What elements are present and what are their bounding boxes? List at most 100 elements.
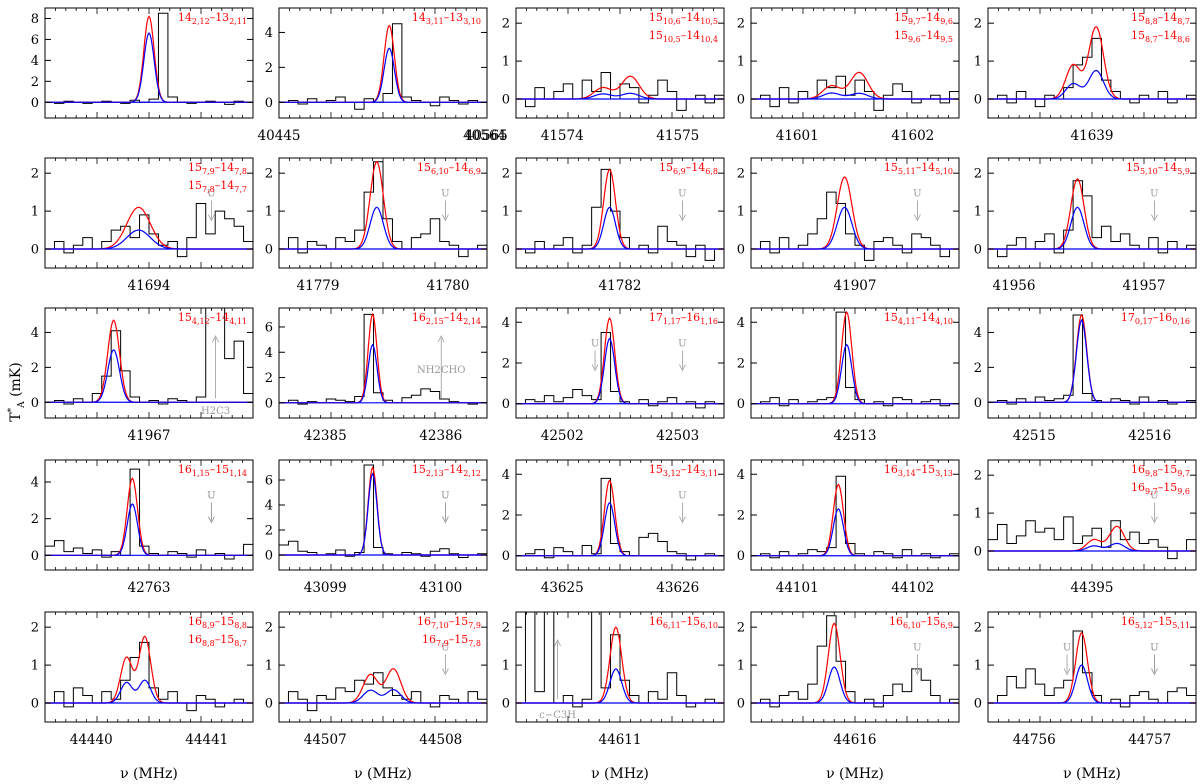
y-tick-label: 4 xyxy=(31,326,39,341)
y-tick-label: 2 xyxy=(737,621,745,636)
annotation-marker: U xyxy=(591,339,599,372)
y-tick-label: 4 xyxy=(737,468,745,483)
x-tick-label: 44507 xyxy=(304,732,347,748)
annotation-marker: U xyxy=(1150,189,1159,222)
observed-spectrum xyxy=(751,311,959,407)
model-species-curve xyxy=(279,472,487,556)
y-tick-label: 2 xyxy=(31,361,39,376)
spectrum-panel: U 0 1 2 156,9–146,8 41782 xyxy=(502,157,725,294)
transition-label: 159,7–149,6 xyxy=(894,11,953,26)
y-tick-label: 4 xyxy=(265,26,273,41)
x-tick-label: 41694 xyxy=(128,278,171,294)
unidentified-label: U xyxy=(441,189,449,200)
spectrum-panel: NH2CHO 0 2 4 6 162,15–142,14 42385 42386 xyxy=(265,307,488,444)
unidentified-label: U xyxy=(441,491,449,502)
model-total-curve xyxy=(279,465,487,556)
x-tick-label: 42386 xyxy=(419,428,462,444)
observed-spectrum xyxy=(988,180,1196,258)
model-species-curve xyxy=(751,666,959,704)
model-species-curve xyxy=(279,47,487,103)
transition-label: 155,11–145,10 xyxy=(884,161,953,176)
y-tick-label: 2 xyxy=(974,469,982,484)
x-tick-label: 42502 xyxy=(541,428,584,444)
unidentified-label: U xyxy=(1150,643,1158,654)
transition-label: 169,7–159,6 xyxy=(1131,481,1190,496)
x-tick-label: 41780 xyxy=(427,278,470,294)
model-species-curve xyxy=(45,503,253,556)
model-species-curve xyxy=(751,343,959,405)
transition-label: 163,14–153,13 xyxy=(884,463,953,478)
observed-spectrum xyxy=(279,464,487,558)
y-tick-label: 0 xyxy=(502,397,510,412)
annotation-marker: U xyxy=(1150,491,1159,524)
unidentified-label: U xyxy=(678,339,686,350)
x-tick-label: 42503 xyxy=(656,428,699,444)
panel-frame xyxy=(750,611,960,723)
y-tick-label: 1 xyxy=(31,205,39,220)
spectrum-panel: 0 2 4 6 8 142,12–132,11 xyxy=(31,7,254,119)
y-tick-label: 1 xyxy=(974,55,982,70)
annotation-marker: U xyxy=(1063,643,1071,676)
x-tick-label: 40564 xyxy=(463,128,506,144)
panel-frame xyxy=(987,7,1197,119)
annotation-marker: NH2CHO xyxy=(417,335,465,399)
model-species-curve xyxy=(516,206,724,250)
observed-spectrum xyxy=(516,168,724,261)
transition-label: 166,10–156,9 xyxy=(889,615,953,630)
y-tick-label: 0 xyxy=(31,697,39,712)
x-tick-label: 41957 xyxy=(1123,278,1166,294)
y-tick-label: 0 xyxy=(31,96,39,111)
transition-label: 159,6–149,5 xyxy=(894,29,953,44)
model-species-curve xyxy=(516,92,724,100)
transition-label: 156,10–146,9 xyxy=(417,161,481,176)
annotation-marker: U xyxy=(913,643,922,676)
transition-label: 168,9–158,8 xyxy=(188,615,247,630)
model-total-curve xyxy=(516,479,724,557)
x-axis-title: ν (MHz) xyxy=(354,766,412,782)
panel-frame xyxy=(278,611,488,723)
y-tick-label: 6 xyxy=(265,474,273,489)
transition-label: 167,9–157,8 xyxy=(422,633,481,648)
x-tick-label: 41779 xyxy=(297,278,340,294)
x-tick-label: 41907 xyxy=(834,278,877,294)
transition-label: 157,9–147,8 xyxy=(188,161,247,176)
y-tick-label: 0 xyxy=(31,549,39,564)
y-tick-label: 0 xyxy=(737,397,745,412)
x-tick-label: 44756 xyxy=(1013,732,1056,748)
y-tick-label: 0 xyxy=(974,243,982,258)
model-species-curve xyxy=(988,542,1196,552)
transition-label: 158,7–148,6 xyxy=(1131,29,1190,44)
x-tick-label: 44441 xyxy=(185,732,228,748)
spectrum-panel: U 0 1 2 155,10–145,9 41956 41957 xyxy=(974,157,1197,294)
x-tick-label: 41639 xyxy=(1071,128,1114,144)
observed-spectrum xyxy=(988,37,1196,108)
y-tick-label: 4 xyxy=(974,326,982,341)
annotation-marker: U xyxy=(441,491,450,524)
y-tick-label: 2 xyxy=(974,17,982,32)
model-total-curve xyxy=(45,477,253,556)
spectrum-panel: 0 1 2 158,8–148,7 158,7–148,6 41639 xyxy=(974,7,1197,144)
spectrum-panel: H2C3 0 2 4 154,12–144,11 41967 xyxy=(31,307,254,444)
species-label: c−C3H xyxy=(539,710,576,721)
x-tick-label: 41575 xyxy=(656,128,699,144)
y-tick-label: 4 xyxy=(31,476,39,491)
y-tick-label: 6 xyxy=(265,320,273,335)
spectrum-panel: 0 1 2 168,9–158,8 168,8–158,7 44440 44441 xyxy=(31,611,254,748)
transition-label: 154,11–144,10 xyxy=(884,311,953,326)
transition-label: 142,12–132,11 xyxy=(178,11,247,26)
y-tick-label: 2 xyxy=(265,61,273,76)
y-tick-label: 0 xyxy=(265,697,273,712)
unidentified-label: U xyxy=(1150,189,1158,200)
annotation-marker: U xyxy=(678,189,687,222)
x-tick-label: 43099 xyxy=(304,580,347,596)
x-tick-label: 42515 xyxy=(1013,428,1056,444)
annotation-marker: U xyxy=(207,189,216,222)
y-tick-label: 2 xyxy=(502,509,510,524)
unidentified-label: U xyxy=(207,491,215,502)
observed-spectrum xyxy=(988,314,1196,405)
y-tick-label: 4 xyxy=(31,54,39,69)
